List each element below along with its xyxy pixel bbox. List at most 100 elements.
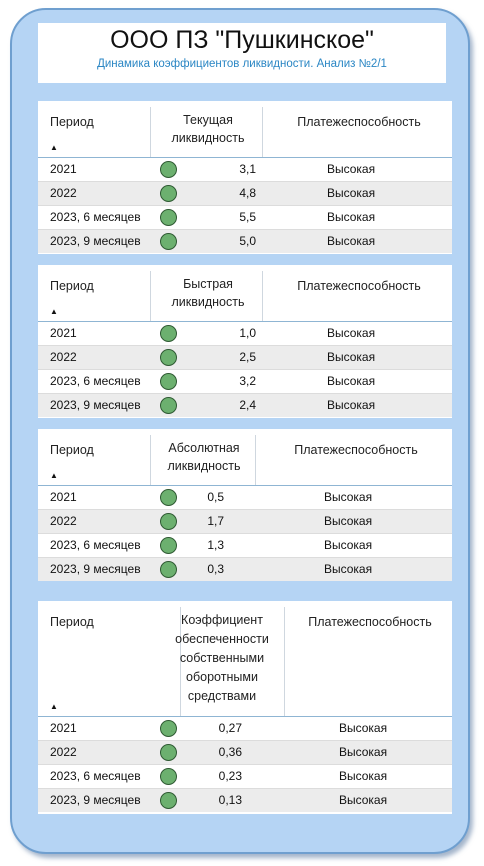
cell-period: 2021 [50,162,77,176]
status-indicator-icon [160,397,177,414]
column-header-coefficient[interactable]: Текущая ликвидность [171,113,245,145]
cell-period: 2023, 9 месяцев [50,398,141,412]
table-row: 2021 0,27 Высокая [38,717,452,740]
column-header-solvency[interactable]: Платежеспособность [308,615,432,629]
status-indicator-icon [160,744,177,761]
sort-asc-icon[interactable]: ▲ [50,471,58,480]
column-header-coefficient[interactable]: Коэффициент обеспеченности собственными … [175,613,269,703]
cell-value: 0,5 [207,490,224,504]
cell-period: 2023, 9 месяцев [50,562,141,576]
cell-value: 0,3 [207,562,224,576]
cell-solvency: Высокая [323,562,373,576]
cell-value: 5,0 [239,234,256,248]
status-indicator-icon [160,209,177,226]
table-row: 2023, 6 месяцев 5,5 Высокая [38,205,452,229]
table-row: 2021 0,5 Высокая [38,486,452,509]
cell-value: 2,5 [239,350,256,364]
sort-asc-icon[interactable]: ▲ [50,702,58,711]
cell-value: 0,27 [218,721,242,735]
cell-value: 3,2 [239,374,256,388]
status-indicator-icon [160,161,177,178]
cell-solvency: Высокая [338,745,388,759]
status-indicator-icon [160,768,177,785]
status-indicator-icon [160,185,177,202]
cell-value: 0,13 [218,793,242,807]
cell-value: 0,36 [218,745,242,759]
cell-period: 2022 [50,186,77,200]
column-header-coefficient[interactable]: Быстрая ликвидность [171,277,245,309]
page-title: ООО ПЗ "Пушкинское" [110,26,374,54]
cell-period: 2023, 6 месяцев [50,538,141,552]
cell-period: 2021 [50,721,77,735]
table-header: Период ▲ Быстрая ликвидность Платежеспос… [38,265,452,322]
cell-value: 4,8 [239,186,256,200]
cell-solvency: Высокая [326,326,376,340]
cell-period: 2022 [50,745,77,759]
column-divider [180,607,181,716]
column-header-period[interactable]: Период [50,443,94,457]
column-header-period[interactable]: Период [50,279,94,293]
status-indicator-icon [160,233,177,250]
table-row: 2023, 6 месяцев 1,3 Высокая [38,533,452,557]
status-indicator-icon [160,325,177,342]
column-divider [262,107,263,157]
cell-value: 1,7 [207,514,224,528]
table-current-liquidity: Период ▲ Текущая ликвидность Платежеспос… [38,101,452,254]
table-own-working-capital: Период ▲ Коэффициент обеспеченности собс… [38,601,452,814]
cell-period: 2021 [50,490,77,504]
column-divider [284,607,285,716]
cell-solvency: Высокая [323,514,373,528]
table-row: 2022 0,36 Высокая [38,740,452,764]
column-header-period[interactable]: Период [50,615,94,629]
sort-asc-icon[interactable]: ▲ [50,307,58,316]
table-row: 2021 1,0 Высокая [38,322,452,345]
cell-solvency: Высокая [326,210,376,224]
cell-value: 2,4 [239,398,256,412]
status-indicator-icon [160,489,177,506]
status-indicator-icon [160,537,177,554]
report-header: ООО ПЗ "Пушкинское" Динамика коэффициент… [38,23,446,83]
cell-solvency: Высокая [323,490,373,504]
column-divider [150,435,151,485]
table-row: 2023, 6 месяцев 3,2 Высокая [38,369,452,393]
table-row: 2022 2,5 Высокая [38,345,452,369]
cell-period: 2022 [50,514,77,528]
cell-solvency: Высокая [323,538,373,552]
cell-solvency: Высокая [326,186,376,200]
table-row: 2023, 9 месяцев 0,3 Высокая [38,557,452,581]
cell-solvency: Высокая [326,234,376,248]
column-header-coefficient[interactable]: Абсолютная ликвидность [167,441,241,473]
cell-solvency: Высокая [326,350,376,364]
status-indicator-icon [160,720,177,737]
table-row: 2023, 9 месяцев 2,4 Высокая [38,393,452,417]
status-indicator-icon [160,561,177,578]
status-indicator-icon [160,373,177,390]
cell-solvency: Высокая [326,162,376,176]
cell-value: 5,5 [239,210,256,224]
cell-solvency: Высокая [338,793,388,807]
cell-value: 1,3 [207,538,224,552]
status-indicator-icon [160,513,177,530]
column-header-solvency[interactable]: Платежеспособность [297,279,421,293]
status-indicator-icon [160,349,177,366]
cell-period: 2021 [50,326,77,340]
cell-period: 2023, 6 месяцев [50,210,141,224]
cell-period: 2023, 6 месяцев [50,374,141,388]
cell-period: 2023, 9 месяцев [50,234,141,248]
table-row: 2023, 6 месяцев 0,23 Высокая [38,764,452,788]
table-row: 2021 3,1 Высокая [38,158,452,181]
table-header: Период ▲ Абсолютная ликвидность Платежес… [38,429,452,486]
column-header-solvency[interactable]: Платежеспособность [294,443,418,457]
page-subtitle: Динамика коэффициентов ликвидности. Анал… [97,58,387,70]
column-header-solvency[interactable]: Платежеспособность [297,115,421,129]
status-indicator-icon [160,792,177,809]
cell-value: 1,0 [239,326,256,340]
cell-solvency: Высокая [326,398,376,412]
table-header: Период ▲ Текущая ликвидность Платежеспос… [38,101,452,158]
cell-solvency: Высокая [338,721,388,735]
column-header-period[interactable]: Период [50,115,94,129]
cell-solvency: Высокая [326,374,376,388]
sort-asc-icon[interactable]: ▲ [50,143,58,152]
cell-value: 0,23 [218,769,242,783]
cell-period: 2023, 6 месяцев [50,769,141,783]
